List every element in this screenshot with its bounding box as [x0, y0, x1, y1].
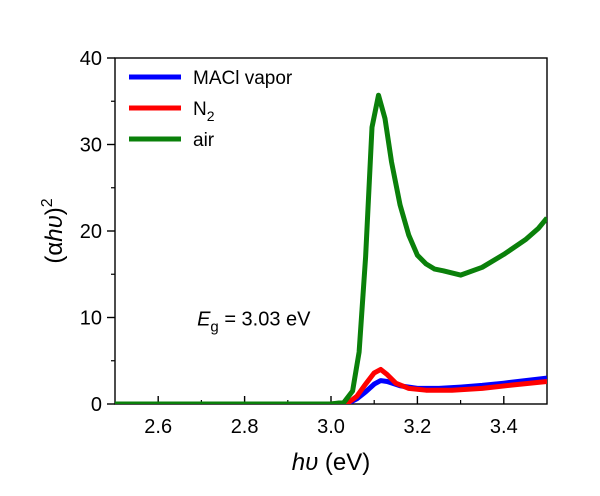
x-tick-label: 2.6	[144, 416, 172, 438]
y-axis-title: (αhυ)2	[39, 198, 68, 263]
axis-ticks: 2.6 2.8 3.0 3.2 3.4 0 10 20 30 40	[80, 48, 518, 438]
series-line-n2	[115, 366, 547, 404]
series-line-air	[115, 92, 547, 404]
series-lines	[115, 92, 547, 404]
x-axis-title: hυ (eV)	[292, 449, 371, 476]
y-tick-label: 20	[80, 221, 102, 243]
y-tick-label: 30	[80, 135, 102, 157]
y-tick-label: 40	[80, 48, 102, 70]
legend-label-macl-vapor: MACl vapor	[193, 68, 293, 89]
legend: MACl vapor N2 air	[129, 68, 293, 151]
x-tick-label: 3.0	[317, 416, 345, 438]
x-tick-label: 3.4	[490, 416, 518, 438]
y-tick-label: 10	[80, 308, 102, 330]
legend-label-air: air	[193, 130, 215, 151]
x-tick-label: 3.2	[403, 416, 431, 438]
bandgap-annotation: Eg = 3.03 eV	[197, 308, 311, 335]
legend-label-n2: N2	[193, 99, 215, 124]
x-tick-label: 2.8	[231, 416, 259, 438]
y-tick-label: 0	[91, 394, 102, 416]
